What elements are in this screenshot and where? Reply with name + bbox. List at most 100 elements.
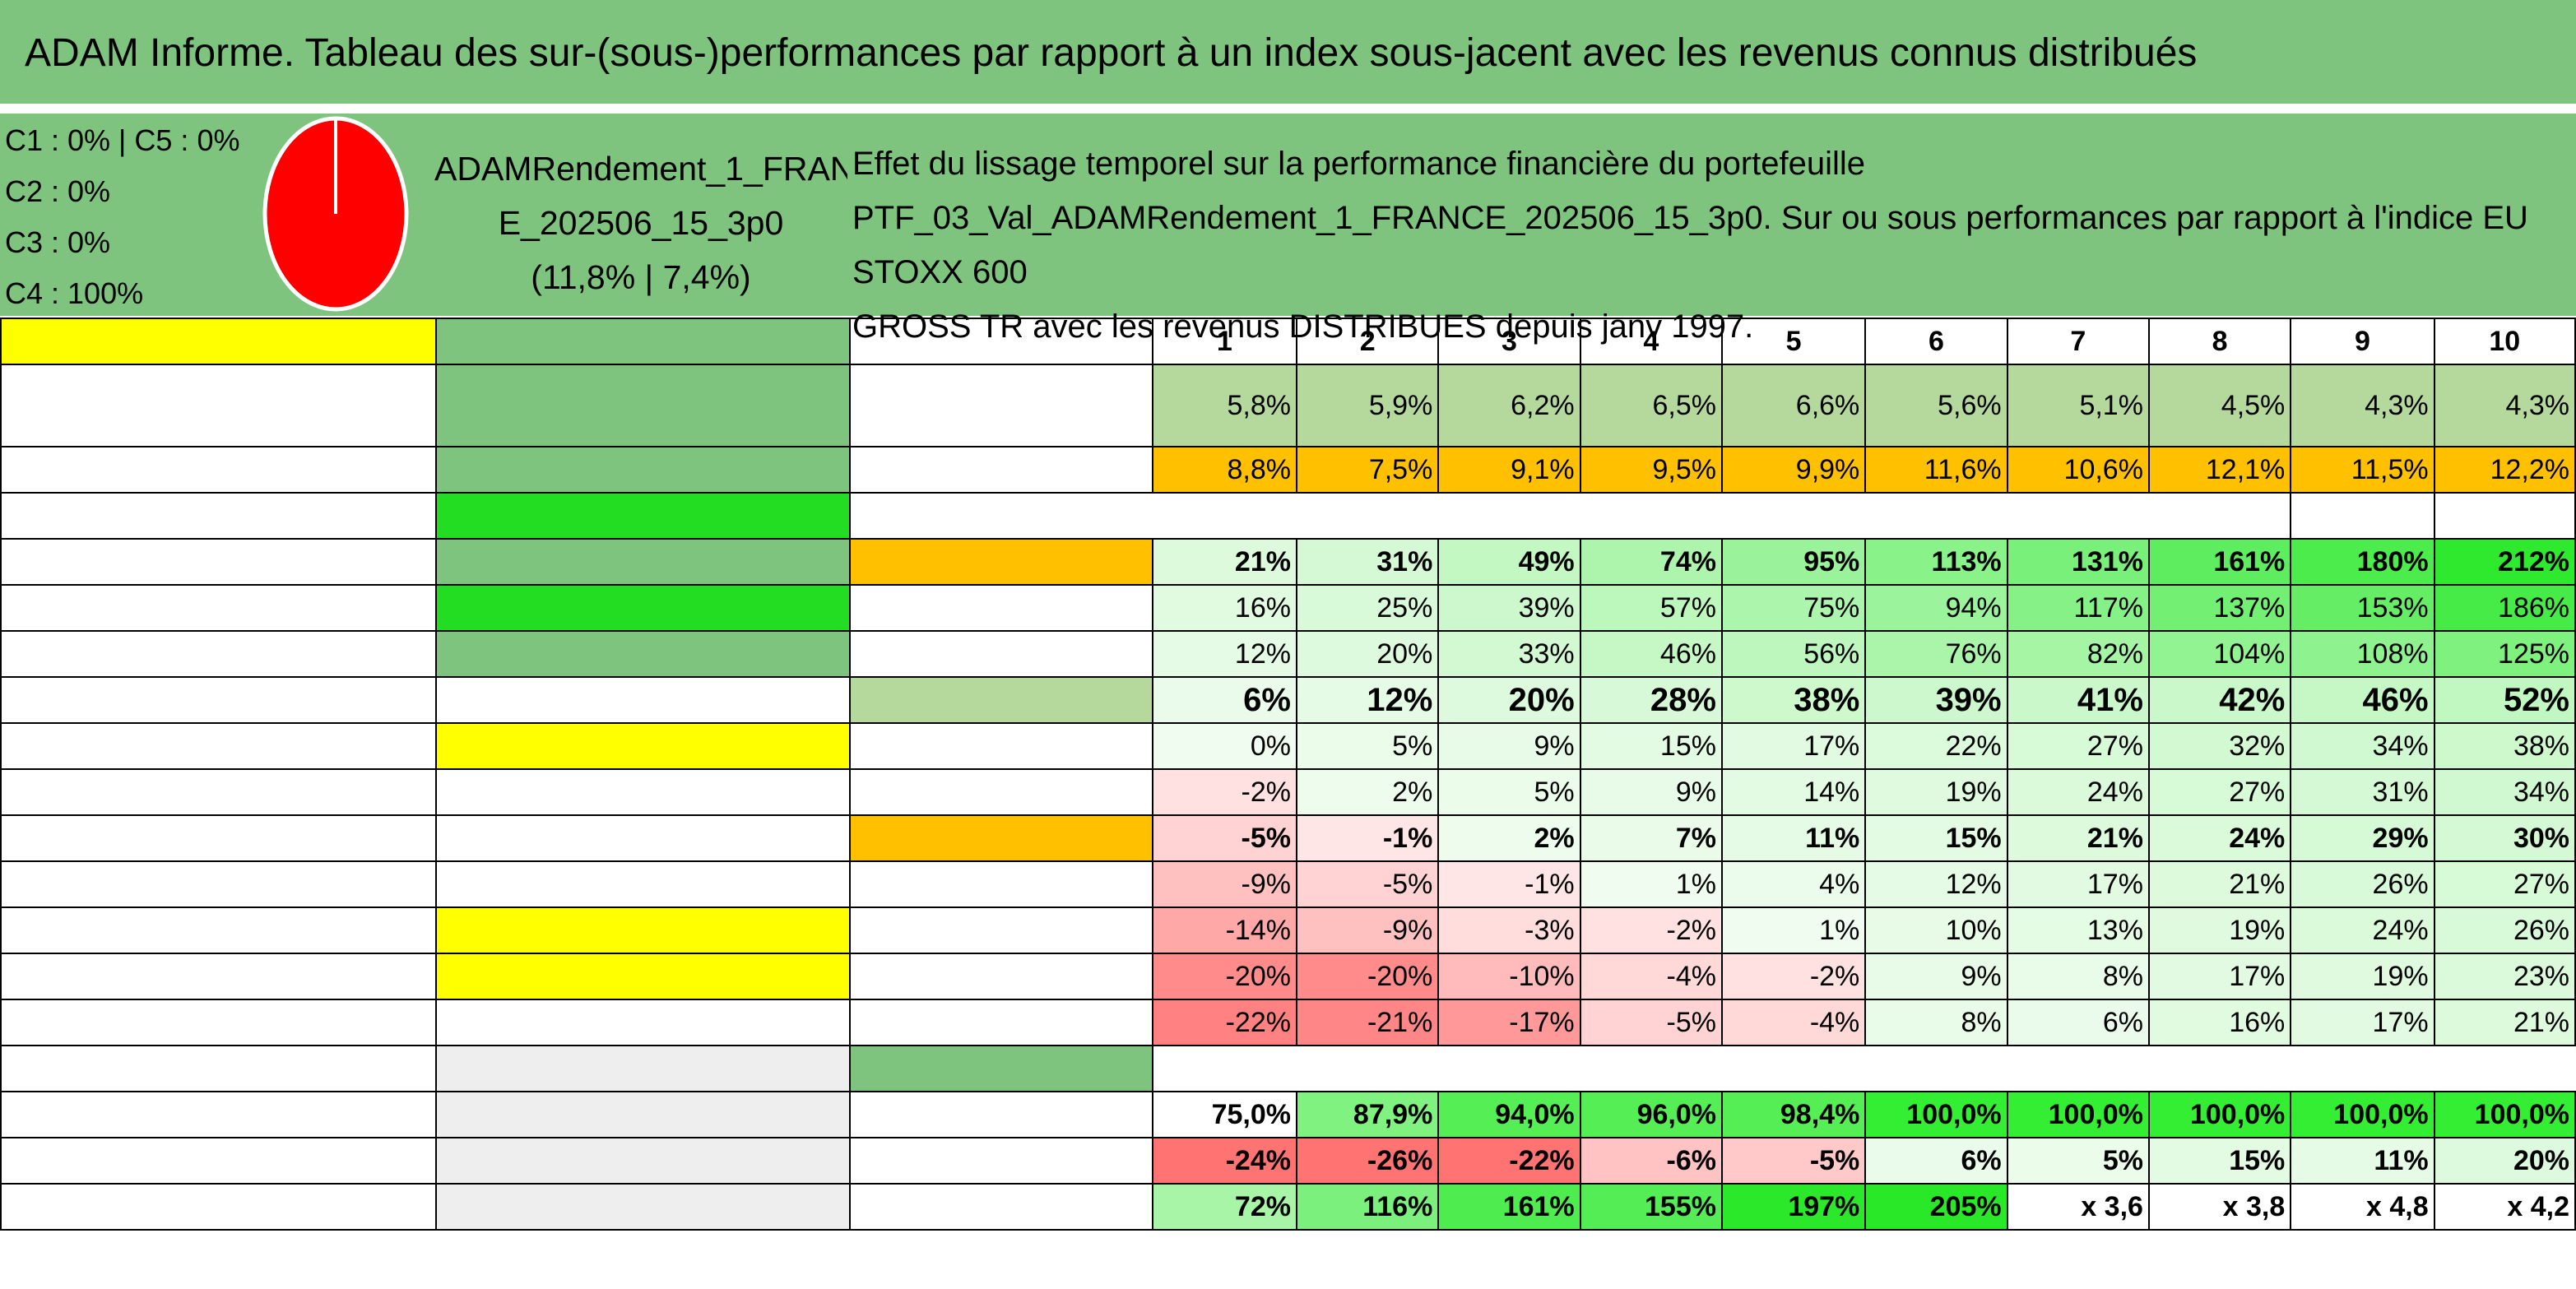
stats-label	[435, 1091, 851, 1138]
empty-cell	[2290, 492, 2435, 540]
return-value: 5,9%	[1295, 364, 1440, 447]
quantile-value: 28%	[1579, 676, 1723, 724]
quantile-row: -14% -9% -3% -2% 1% 10% 13% 19% 24% 26%	[0, 906, 2576, 954]
quantile-value: -21%	[1295, 999, 1440, 1046]
quantile-value: 94%	[1864, 584, 2008, 632]
quantile-value: 21%	[2147, 860, 2292, 908]
stats-value: 75,0%	[1151, 1091, 1297, 1138]
quantile-value: 24%	[2147, 814, 2292, 862]
quantile-value: 95%	[1720, 538, 1867, 586]
allocation-line: C2 : 0%	[5, 174, 111, 208]
quantile-row: 21% 31% 49% 74% 95% 113% 131% 161% 180% 212%	[0, 538, 2576, 586]
quantile-value: 16%	[1151, 584, 1297, 632]
quantile-value: 23%	[2433, 953, 2576, 1000]
allocation-line: C3 : 0%	[5, 225, 111, 259]
year-header: 10	[2433, 318, 2576, 365]
year-header: 7	[2006, 318, 2150, 365]
empty-cell	[0, 953, 437, 1000]
quantile-value: -20%	[1151, 953, 1297, 1000]
quantile-row: 6% 12% 20% 28% 38% 39% 41% 42% 46% 52%	[0, 676, 2576, 724]
stats-value: 11%	[2290, 1137, 2435, 1185]
quantile-label	[435, 953, 851, 1000]
stats-value: -5%	[1720, 1137, 1867, 1185]
report-title: ADAM Informe. Tableau des sur-(sous-)per…	[0, 0, 2576, 107]
quantile-value: 15%	[1864, 814, 2008, 862]
category-row	[0, 1045, 2575, 1092]
return-value: 6,6%	[1720, 364, 1867, 447]
probability-caption	[848, 492, 2292, 540]
quantile-value: 42%	[2147, 676, 2292, 724]
empty-cell	[0, 630, 437, 678]
quantile-value: 34%	[2433, 768, 2576, 816]
quantile-percent	[848, 860, 1153, 908]
quantile-value: -20%	[1295, 953, 1440, 1000]
empty-cell	[0, 860, 437, 908]
stats-value: 205%	[1864, 1183, 2008, 1231]
holding-vinci	[0, 446, 437, 494]
quantile-value: 31%	[1295, 538, 1440, 586]
stats-value: 96,0%	[1579, 1091, 1723, 1138]
quantile-label	[435, 630, 851, 678]
stats-value: 155%	[1579, 1183, 1723, 1231]
quantile-value: 5%	[1295, 722, 1440, 770]
stats-value: 161%	[1437, 1183, 1581, 1231]
stats-metric	[848, 1137, 1153, 1185]
quantile-label	[435, 814, 851, 862]
quantile-value: 125%	[2433, 630, 2576, 678]
quantile-value: 212%	[2433, 538, 2576, 586]
quantile-value: 17%	[2290, 999, 2435, 1046]
quantile-value: 5%	[1437, 768, 1581, 816]
empty-cell	[2433, 492, 2576, 540]
quantile-value: 7%	[1579, 814, 1723, 862]
portfolio-type	[435, 364, 851, 447]
income-type	[435, 446, 851, 494]
year-header: 9	[2290, 318, 2435, 365]
empty-cell	[0, 906, 437, 954]
stats-value: 6%	[1864, 1137, 2008, 1185]
stats-value: 94,0%	[1437, 1091, 1581, 1138]
stats-value: 100,0%	[2147, 1091, 2292, 1138]
quantile-value: 56%	[1720, 630, 1867, 678]
stats-value: 72%	[1151, 1183, 1297, 1231]
quantile-value: -14%	[1151, 906, 1297, 954]
return-value: 6,2%	[1437, 364, 1581, 447]
quantile-value: 104%	[2147, 630, 2292, 678]
return-value: 5,1%	[2006, 364, 2150, 447]
quantile-value: 46%	[1579, 630, 1723, 678]
quantile-value: 10%	[1864, 906, 2008, 954]
allocation-legend: C1 : 0% | C5 : 0% C2 : 0% C3 : 0% C4 : 1…	[5, 115, 239, 319]
stats-value: x 4,8	[2290, 1183, 2435, 1231]
quantile-value: 14%	[1720, 768, 1867, 816]
volatility-value: 9,1%	[1437, 446, 1581, 494]
year-header: 8	[2147, 318, 2292, 365]
quantile-value: -2%	[1720, 953, 1867, 1000]
quantile-percent	[848, 953, 1153, 1000]
quantile-value: 38%	[2433, 722, 2576, 770]
return-value: 4,3%	[2290, 364, 2435, 447]
performance-table: 1 2 3 4 5 6 7 8 9 10 5,8% 5,9% 6,2% 6,5% 6,6% 5,6% 5,1% 4…	[0, 318, 2576, 1231]
stats-value: 87,9%	[1295, 1091, 1440, 1138]
quantile-value: 9%	[1437, 722, 1581, 770]
volatility-value: 12,2%	[2433, 446, 2576, 494]
stats-metric	[848, 1091, 1153, 1138]
volatility-value: 11,5%	[2290, 446, 2435, 494]
quantile-percent	[848, 768, 1153, 816]
quantile-value: 131%	[2006, 538, 2150, 586]
volatility-value: 11,6%	[1864, 446, 2008, 494]
stats-value: x 3,6	[2006, 1183, 2150, 1231]
quantile-value: 17%	[1720, 722, 1867, 770]
stats-metric	[848, 1183, 1153, 1231]
volatility-value: 8,8%	[1151, 446, 1297, 494]
holding-legrand	[0, 364, 437, 447]
quantile-percent	[848, 584, 1153, 632]
volatility-value: 7,5%	[1295, 446, 1440, 494]
quantile-row: -2% 2% 5% 9% 14% 19% 24% 27% 31% 34%	[0, 768, 2576, 816]
allocation-pie	[262, 116, 409, 312]
quantile-value: 32%	[2147, 722, 2292, 770]
report-description: Effet du lissage temporel sur la perform…	[847, 114, 2576, 345]
quantile-row: -9% -5% -1% 1% 4% 12% 17% 21% 26% 27%	[0, 860, 2576, 908]
return-label	[848, 364, 1153, 447]
allocation-line: C1 : 0% | C5 : 0%	[5, 123, 240, 157]
quantile-value: -9%	[1151, 860, 1297, 908]
quantile-value: 13%	[2006, 906, 2150, 954]
